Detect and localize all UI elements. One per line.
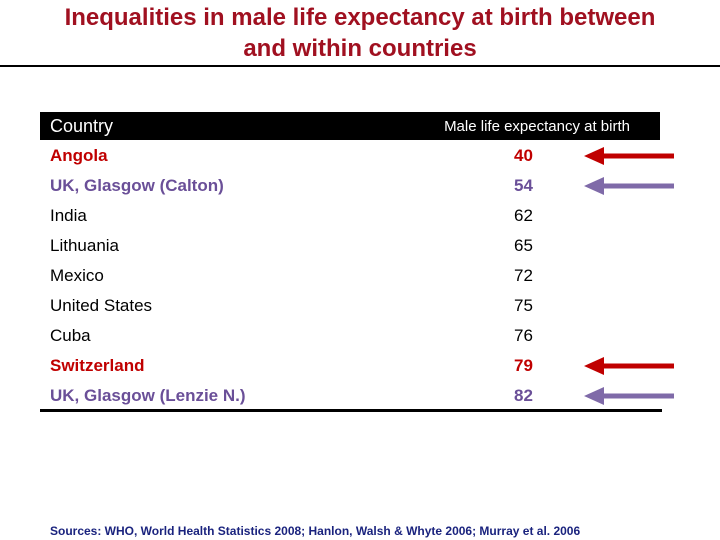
country-name: Angola: [50, 146, 108, 165]
country-name: India: [50, 206, 87, 225]
slide-title: Inequalities in male life expectancy at …: [0, 2, 720, 64]
table-header: Country Male life expectancy at birth: [40, 112, 660, 140]
source-citation: Sources: WHO, World Health Statistics 20…: [50, 524, 581, 538]
country-name: Cuba: [50, 326, 91, 345]
title-line-1: Inequalities in male life expectancy at …: [64, 4, 656, 31]
left-arrow-icon: [584, 387, 674, 405]
table-row-switzerland: Switzerland 79: [40, 351, 674, 381]
table-bottom-rule: [40, 409, 662, 412]
table-row-lithuania: Lithuania 65: [40, 231, 660, 261]
country-name: Lithuania: [50, 236, 120, 255]
life-expectancy-value: 79: [514, 356, 533, 375]
header-country: Country: [50, 116, 114, 136]
life-expectancy-value: 40: [514, 146, 533, 165]
table-row-glasgow-calton: UK, Glasgow (Calton) 54: [40, 171, 674, 201]
life-expectancy-value: 72: [514, 266, 533, 285]
left-arrow-icon: [584, 177, 674, 195]
table-row-glasgow-lenzie: UK, Glasgow (Lenzie N.) 82: [40, 381, 674, 411]
country-name: Switzerland: [50, 356, 145, 375]
country-name: UK, Glasgow (Calton): [50, 176, 224, 195]
life-expectancy-value: 76: [514, 326, 533, 345]
life-expectancy-value: 62: [514, 206, 533, 225]
header-life-expectancy: Male life expectancy at birth: [444, 118, 630, 135]
left-arrow-icon: [584, 357, 674, 375]
country-name: Mexico: [50, 266, 104, 285]
table-row-mexico: Mexico 72: [40, 261, 660, 291]
title-divider: [0, 65, 720, 67]
table-row-cuba: Cuba 76: [40, 321, 660, 351]
life-expectancy-value: 65: [514, 236, 533, 255]
title-line-2: and within countries: [243, 35, 477, 62]
life-expectancy-value: 54: [514, 176, 533, 195]
life-expectancy-value: 75: [514, 296, 533, 315]
left-arrow-icon: [584, 147, 674, 165]
country-name: UK, Glasgow (Lenzie N.): [50, 386, 246, 405]
life-expectancy-value: 82: [514, 386, 533, 405]
table-row-united-states: United States 75: [40, 291, 660, 321]
table-row-angola: Angola 40: [40, 141, 674, 171]
table-row-india: India 62: [40, 201, 660, 231]
country-name: United States: [50, 296, 153, 315]
